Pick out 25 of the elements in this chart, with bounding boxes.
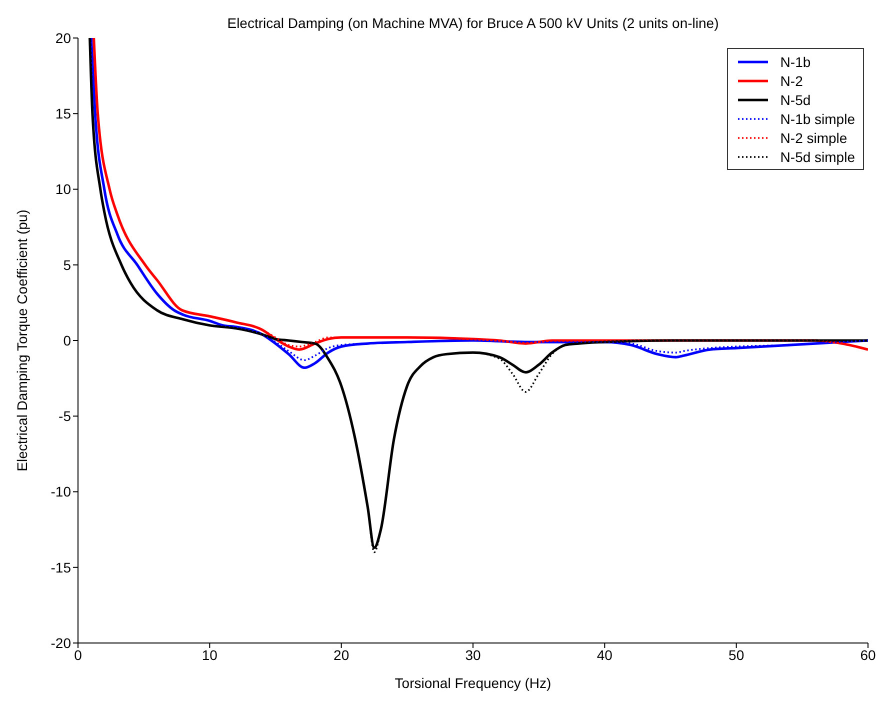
x-axis-title: Torsional Frequency (Hz) [394,675,552,691]
x-tick-label: 50 [728,646,744,663]
chart-title: Electrical Damping (on Machine MVA) for Bruce A 500 kV Units (2 units on-line) [227,15,719,31]
y-tick-label: -5 [58,408,72,424]
legend-label: N-5d [780,92,811,108]
legend-label: N-1b [780,54,811,70]
legend-label: N-1b simple [780,110,855,126]
legend-label: N-2 simple [780,130,848,146]
y-tick-label: -20 [50,634,72,651]
x-tick-label: 10 [202,646,218,663]
x-tick-label: 60 [860,646,876,663]
x-tick-label: 40 [596,646,613,663]
y-axis-title: Electrical Damping Torque Coefficient (pu) [14,210,30,472]
y-tick-label: 10 [55,181,72,198]
x-tick-label: 0 [74,646,82,663]
y-tick-label: -10 [50,484,72,500]
x-tick-label: 30 [465,646,481,663]
y-tick-label: 15 [55,106,72,122]
y-tick-label: 20 [55,30,72,46]
y-tick-label: -15 [50,559,72,576]
legend-label: N-5d simple [780,148,855,164]
y-tick-label: 5 [63,256,72,273]
x-tick-label: 20 [334,646,350,663]
y-tick-label: 0 [63,332,72,348]
legend-label: N-2 [780,72,803,88]
